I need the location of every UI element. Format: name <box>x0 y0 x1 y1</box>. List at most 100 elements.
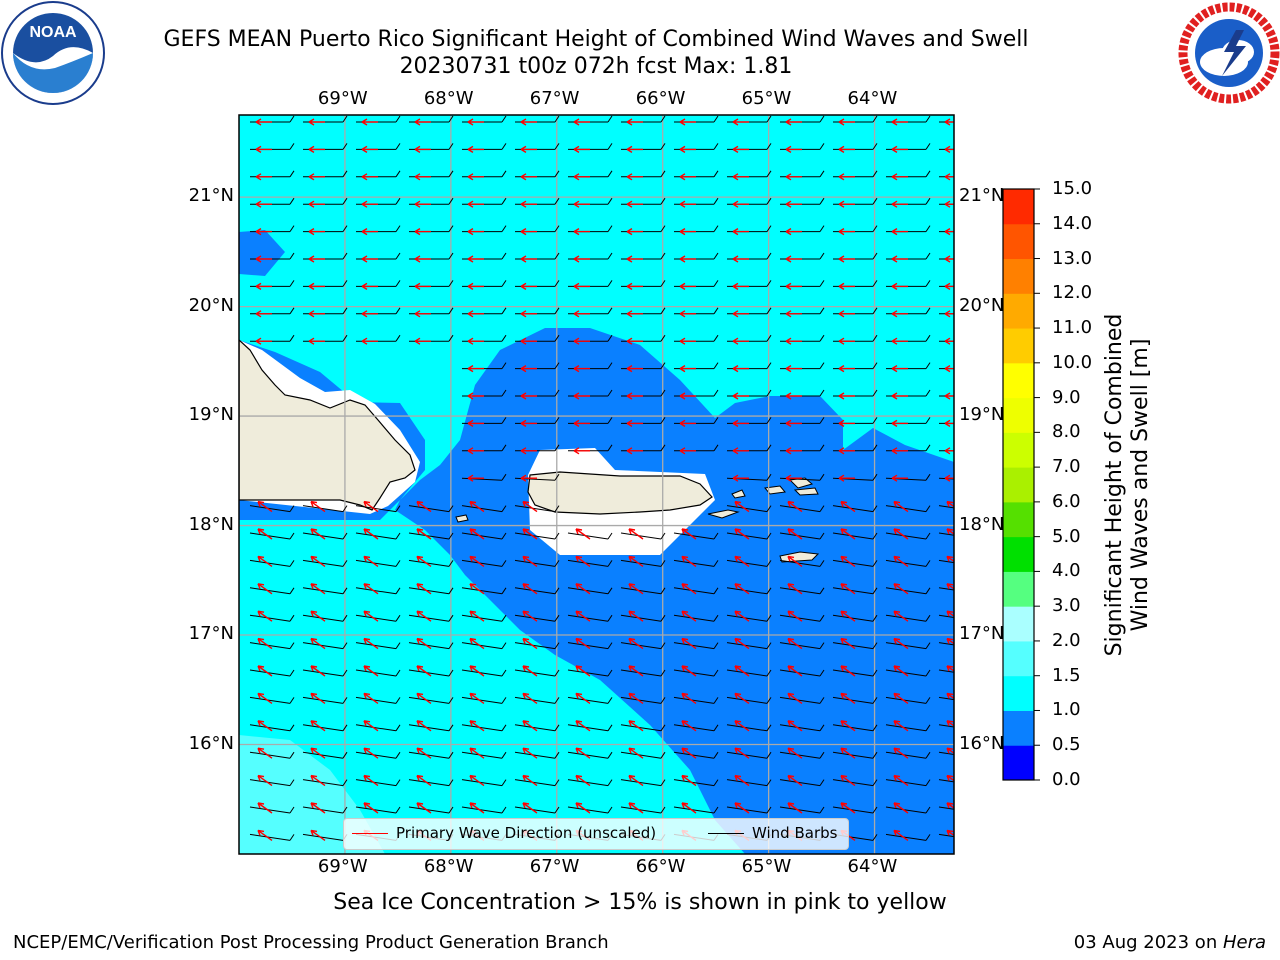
wind-barb <box>249 642 295 650</box>
wave-direction-arrow <box>732 474 749 482</box>
wind-barb <box>355 532 401 540</box>
colorbar-bin <box>1003 536 1034 572</box>
wave-direction-arrow <box>681 637 697 650</box>
wind-barb <box>938 505 954 509</box>
wind-barb <box>832 724 878 732</box>
wind-barb <box>673 614 719 622</box>
wind-barb <box>408 724 454 732</box>
wave-direction-arrow <box>414 255 431 263</box>
wind-barb <box>514 696 560 704</box>
lat-tick-right: 17°N <box>959 623 1005 645</box>
wave-direction-arrow <box>522 665 538 677</box>
wind-barb <box>938 669 954 673</box>
wind-barb <box>779 724 825 732</box>
wave-direction-arrow <box>628 528 644 540</box>
wave-direction-arrow <box>573 282 590 291</box>
wave-direction-arrow <box>734 500 750 513</box>
wind-barb <box>726 642 772 650</box>
wave-direction-arrow <box>679 447 696 455</box>
wave-direction-arrow <box>257 747 273 759</box>
wave-direction-arrow <box>414 173 431 181</box>
wind-barb <box>938 614 954 618</box>
wind-barb <box>726 505 772 513</box>
wave-direction-arrow <box>573 145 590 154</box>
wave-direction-arrow <box>310 747 326 759</box>
wave-direction-arrow <box>310 829 326 841</box>
wave-direction-arrow <box>469 583 485 595</box>
legend-item-wave-direction: Primary Wave Direction (unscaled) <box>352 824 656 842</box>
wave-direction-arrow <box>785 392 802 400</box>
wave-direction-arrow <box>416 692 432 704</box>
lon-tick-top: 64°W <box>847 88 898 109</box>
wave-direction-arrow <box>416 583 432 595</box>
wind-barb <box>673 559 719 567</box>
lon-tick-top: 68°W <box>423 88 474 109</box>
wave-direction-arrow <box>363 583 379 595</box>
colorbar-tick-label: 13.0 <box>1052 247 1093 269</box>
colorbar-bin <box>1003 397 1034 433</box>
colorbar-bin <box>1003 189 1034 225</box>
wave-direction-arrow <box>416 774 432 787</box>
wind-barb <box>249 505 295 513</box>
colorbar-tick-label: 8.0 <box>1052 421 1081 443</box>
wind-barb <box>461 751 507 759</box>
wave-direction-arrow <box>785 145 802 154</box>
wave-direction-arrow <box>467 392 484 400</box>
wave-direction-arrow <box>520 200 537 208</box>
wave-direction-arrow <box>257 802 273 814</box>
wave-direction-arrow <box>840 500 856 513</box>
wave-direction-arrow <box>255 255 272 263</box>
wind-barb <box>302 559 348 567</box>
wind-barb <box>885 669 931 677</box>
wind-barb <box>620 751 666 759</box>
wind-barb <box>567 532 613 540</box>
wind-barb <box>302 696 348 704</box>
wave-direction-arrow <box>838 145 855 154</box>
wave-direction-arrow <box>257 610 273 622</box>
wave-direction-arrow <box>255 337 272 345</box>
wave-direction-arrow <box>361 282 378 291</box>
wave-direction-arrow <box>785 255 802 263</box>
wind-barb <box>779 779 825 787</box>
wave-direction-arrow <box>681 747 697 759</box>
wave-direction-arrow <box>840 802 856 814</box>
wave-direction-arrow <box>310 665 326 677</box>
wave-direction-arrow <box>891 364 908 373</box>
wind-barb <box>938 559 954 564</box>
wave-direction-arrow <box>732 145 749 154</box>
wind-barb <box>461 724 507 732</box>
wave-direction-arrow <box>838 419 855 428</box>
colorbar-tick-label: 14.0 <box>1052 212 1093 234</box>
wave-direction-arrow <box>363 500 379 513</box>
colorbar-bin <box>1003 675 1034 711</box>
wind-barb <box>249 532 295 540</box>
wave-direction-arrow <box>946 583 954 590</box>
wave-direction-arrow <box>681 774 697 787</box>
wave-direction-arrow <box>520 145 537 154</box>
legend: Primary Wave Direction (unscaled) Wind B… <box>343 818 849 850</box>
wave-direction-arrow <box>361 200 378 208</box>
nws-logo <box>1178 2 1280 104</box>
wind-barb <box>461 505 507 513</box>
wave-direction-arrow <box>257 500 273 513</box>
wave-direction-arrow <box>467 118 484 126</box>
colorbar-bin <box>1003 501 1034 538</box>
wave-direction-arrow <box>838 173 855 181</box>
wave-direction-arrow <box>520 282 537 291</box>
wave-direction-arrow <box>679 200 696 208</box>
wave-direction-arrow <box>732 392 749 400</box>
wave-direction-arrow <box>787 610 803 622</box>
wind-barb <box>461 696 507 704</box>
wind-barb <box>779 559 825 567</box>
wind-barb <box>832 751 878 759</box>
wind-barb <box>885 587 931 595</box>
wave-direction-arrow <box>573 364 590 373</box>
wave-direction-arrow <box>732 282 749 291</box>
wind-barb <box>567 751 613 759</box>
wind-barb <box>938 751 954 755</box>
wave-direction-arrow <box>732 118 749 126</box>
wind-barb <box>832 806 878 814</box>
wave-direction-arrow <box>361 173 378 181</box>
wind-barb <box>355 587 401 595</box>
wave-direction-arrow <box>681 665 697 677</box>
